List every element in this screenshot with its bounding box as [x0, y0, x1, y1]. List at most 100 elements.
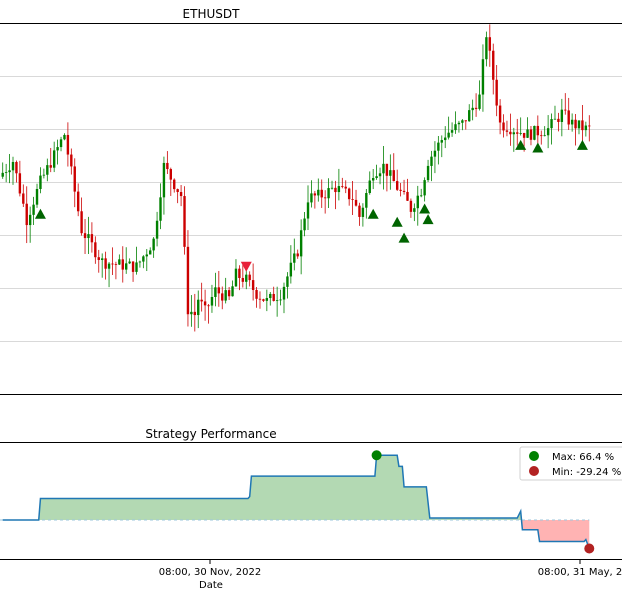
candle-up [190, 311, 193, 315]
candle-up [570, 119, 574, 125]
candle-up [553, 118, 557, 120]
candle-down [402, 190, 406, 192]
candle-up [42, 174, 46, 176]
candle-up [533, 125, 536, 140]
candle-up [440, 140, 443, 143]
candle-down [351, 199, 354, 200]
candle-down [251, 280, 255, 290]
legend-box [519, 446, 622, 481]
x-tick-label-2: 08:00, 31 May, 2 [538, 567, 622, 578]
buy-signal-marker [532, 142, 544, 153]
candle-up [584, 125, 588, 131]
candle-up [413, 208, 416, 212]
candle-down [334, 187, 337, 193]
candle-up [365, 193, 368, 208]
candle-down [495, 79, 498, 106]
candle-up [11, 161, 15, 171]
candle-down [70, 154, 73, 167]
candle-down [203, 301, 207, 306]
buy-signal-marker [419, 203, 431, 214]
candle-up [389, 170, 392, 176]
candle-up [265, 298, 269, 301]
candle-down [347, 188, 351, 200]
candle-up [224, 290, 227, 301]
positive-area [2, 455, 590, 520]
candle-up [550, 119, 553, 129]
candle-down [131, 261, 135, 272]
candle-down [76, 191, 80, 212]
candle-up [478, 94, 481, 109]
candle-down [395, 181, 399, 190]
candle-up [245, 274, 248, 282]
candle-down [114, 264, 118, 265]
candle-down [255, 289, 258, 299]
candle-up [107, 263, 111, 269]
candle-up [481, 59, 485, 95]
candle-down [505, 130, 509, 132]
candle-down [522, 133, 526, 138]
candle-down [207, 305, 210, 307]
candle-up [28, 214, 32, 226]
price-grid [0, 76, 622, 342]
candle-up [378, 173, 382, 177]
candle-up [375, 176, 378, 179]
candle-up [361, 207, 365, 217]
candle-up [39, 175, 42, 189]
candle-up [337, 186, 341, 193]
candle-up [485, 37, 488, 60]
candle-up [330, 187, 334, 189]
candle-down [248, 274, 251, 281]
buy-signal-marker [515, 139, 527, 150]
candle-up [155, 220, 159, 239]
candle-down [173, 179, 176, 190]
candle-up [279, 299, 282, 301]
candle-up [303, 218, 306, 231]
candle-up [447, 132, 450, 138]
candle-down [320, 189, 323, 198]
candle-up [100, 258, 104, 260]
price-chart-title: ETHUSDT [183, 7, 241, 21]
buy-signal-marker [391, 216, 403, 227]
candle-down [323, 197, 327, 199]
candlestick-series [1, 24, 591, 332]
candle-down [179, 192, 183, 197]
negative-area [2, 520, 590, 549]
candle-down [49, 165, 52, 168]
candle-down [83, 233, 87, 239]
candle-up [461, 120, 464, 123]
performance-area [0, 454, 590, 549]
candle-down [574, 119, 577, 129]
candle-up [420, 195, 423, 197]
candle-down [399, 189, 402, 191]
candle-up [46, 165, 49, 175]
candle-up [286, 276, 289, 287]
candle-up [293, 253, 296, 263]
candle-up [59, 139, 63, 148]
candle-up [8, 170, 11, 173]
performance-markers [371, 450, 595, 554]
candle-down [498, 105, 502, 123]
signal-markers [34, 139, 588, 272]
candle-down [341, 186, 344, 187]
candle-down [166, 162, 169, 170]
candle-up [519, 133, 522, 134]
candle-down [409, 200, 413, 212]
candle-down [313, 193, 317, 196]
candle-down [385, 163, 389, 176]
candle-up [426, 165, 430, 181]
candle-up [142, 256, 145, 262]
candle-down [176, 189, 179, 193]
candle-down [238, 268, 241, 278]
candle-down [193, 311, 197, 316]
candle-down [221, 293, 224, 301]
candle-up [159, 197, 162, 221]
candle-down [358, 205, 361, 217]
sell-signal-marker [240, 261, 252, 272]
candle-up [162, 162, 166, 198]
candle-up [310, 193, 313, 203]
candle-up [457, 122, 461, 125]
candle-up [128, 261, 131, 264]
candle-down [488, 37, 492, 51]
candle-up [577, 120, 581, 129]
candle-down [15, 161, 18, 174]
